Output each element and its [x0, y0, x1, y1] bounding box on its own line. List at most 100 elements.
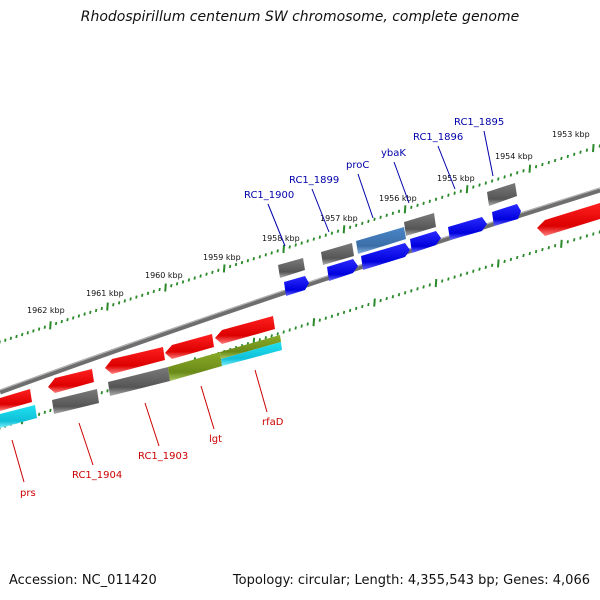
gene-feature[interactable] — [321, 243, 354, 265]
scale-minor-tick — [484, 265, 487, 269]
gene-feature[interactable] — [165, 334, 214, 359]
scale-minor-tick — [541, 247, 544, 252]
gene-feature[interactable] — [221, 342, 282, 366]
scale-minor-tick — [547, 160, 550, 165]
scale-minor-tick — [4, 338, 7, 342]
scale-minor-tick — [391, 295, 395, 299]
gene-label: RC1_1904 — [72, 470, 122, 481]
scale-minor-tick — [416, 287, 419, 291]
scale-major-tick — [528, 164, 532, 173]
scale-minor-tick — [585, 234, 589, 238]
scale-major-tick — [434, 278, 438, 288]
gene-feature[interactable] — [492, 204, 521, 226]
forward-gene-labels: RC1_1895 RC1_1896 ybaK proC RC1_1899 RC1… — [244, 117, 504, 201]
scale-minor-tick — [234, 262, 238, 267]
scale-minor-tick — [336, 229, 340, 233]
scale-minor-tick — [355, 306, 358, 311]
gene-feature[interactable] — [537, 203, 600, 236]
kbp-label: 1955 kbp — [437, 174, 475, 183]
scale-minor-tick — [497, 177, 500, 181]
scale-minor-tick — [447, 193, 450, 197]
gene-feature[interactable] — [448, 217, 487, 240]
scale-minor-tick — [459, 273, 462, 277]
scale-minor-tick — [579, 236, 582, 240]
gene-feature[interactable] — [327, 259, 358, 281]
gene-feature[interactable] — [487, 183, 517, 206]
scale-minor-tick — [129, 297, 132, 301]
scale-minor-tick — [516, 255, 519, 260]
scale-minor-tick — [77, 314, 81, 318]
scale-minor-tick — [348, 225, 352, 229]
scale-minor-tick — [553, 244, 557, 248]
gene-feature[interactable] — [361, 243, 410, 270]
scale-minor-tick — [9, 336, 13, 340]
gene-feature[interactable] — [220, 335, 281, 359]
scale-minor-tick — [175, 282, 179, 286]
scale-major-tick — [373, 298, 376, 307]
gene-feature[interactable] — [278, 258, 305, 278]
gene-feature[interactable] — [105, 347, 165, 374]
scale-minor-tick — [566, 154, 569, 159]
scale-minor-tick — [318, 318, 321, 322]
scale-minor-tick — [37, 412, 41, 416]
forward-genes — [278, 183, 521, 296]
gene-feature[interactable] — [52, 389, 99, 414]
scale-minor-tick — [547, 246, 550, 250]
kbp-label: 1957 kbp — [320, 214, 358, 223]
scale-major-tick — [592, 144, 595, 153]
scale-minor-tick — [146, 291, 150, 295]
scale-minor-tick — [503, 175, 506, 179]
scale-minor-tick — [324, 316, 327, 320]
scale-minor-tick — [509, 257, 513, 262]
scale-minor-tick — [21, 332, 24, 337]
gene-feature[interactable] — [48, 369, 94, 393]
kbp-labels: 1953 kbp 1954 kbp 1955 kbp 1956 kbp 1957… — [27, 130, 590, 315]
gene-label: RC1_1899 — [289, 175, 339, 186]
reverse-gene-labels: rfaD lgt RC1_1903 RC1_1904 prs — [20, 417, 284, 499]
scale-minor-tick — [490, 263, 494, 267]
scale-minor-tick — [318, 235, 321, 239]
gene-feature[interactable] — [404, 213, 436, 236]
scale-minor-tick — [306, 239, 309, 243]
scale-minor-tick — [288, 245, 291, 249]
scale-minor-tick — [528, 251, 531, 256]
gene-label: ybaK — [381, 148, 406, 159]
scale-minor-tick — [294, 326, 297, 330]
scale-minor-tick — [135, 295, 138, 299]
scale-minor-tick — [270, 334, 273, 338]
gene-feature[interactable] — [284, 276, 309, 296]
scale-minor-tick — [94, 308, 98, 313]
scale-minor-tick — [106, 389, 109, 393]
accession-text: Accession: NC_011420 — [9, 573, 157, 588]
gene-feature[interactable] — [356, 227, 406, 254]
scale-major-tick — [49, 321, 52, 330]
scale-minor-tick — [89, 310, 92, 314]
scale-minor-tick — [560, 156, 563, 161]
scale-minor-tick — [441, 195, 444, 199]
scale-minor-tick — [300, 241, 303, 245]
scale-minor-tick — [246, 259, 250, 263]
scale-minor-tick — [258, 255, 261, 259]
gene-feature[interactable] — [0, 389, 32, 411]
scale-minor-tick — [282, 330, 285, 334]
gene-feature[interactable] — [215, 316, 275, 344]
gene-label: rfaD — [262, 417, 284, 428]
gene-feature[interactable] — [108, 367, 170, 396]
kbp-label: 1962 kbp — [27, 306, 65, 315]
forward-scale-ticks — [0, 144, 600, 344]
gene-feature[interactable] — [168, 352, 222, 381]
scale-minor-tick — [428, 283, 431, 287]
scale-minor-tick — [330, 231, 334, 235]
scale-minor-tick — [15, 334, 18, 339]
scale-minor-tick — [490, 179, 494, 183]
scale-minor-tick — [434, 197, 438, 201]
gene-feature[interactable] — [0, 405, 37, 428]
scale-minor-tick — [410, 289, 413, 293]
gene-feature[interactable] — [410, 231, 441, 253]
scale-minor-tick — [385, 213, 388, 217]
scale-minor-tick — [566, 240, 569, 244]
scale-minor-tick — [211, 270, 214, 274]
kbp-label: 1954 kbp — [495, 152, 533, 161]
scale-minor-tick — [123, 299, 126, 303]
